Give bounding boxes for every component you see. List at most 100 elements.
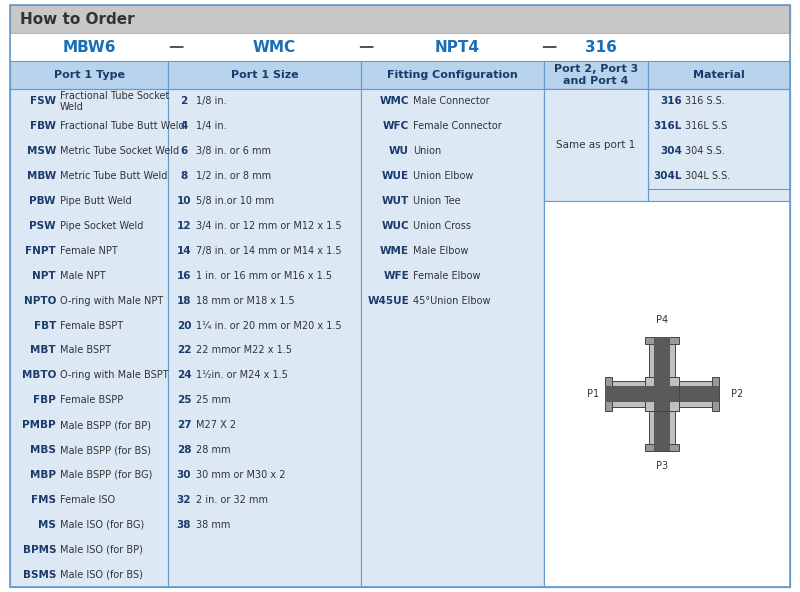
Text: PSW: PSW	[30, 221, 56, 231]
Text: Union Cross: Union Cross	[413, 221, 471, 231]
Text: 8: 8	[180, 171, 188, 181]
Text: BPMS: BPMS	[22, 545, 56, 555]
Bar	[10, 33, 790, 61]
Text: PBW: PBW	[30, 196, 56, 206]
Polygon shape	[679, 386, 719, 402]
Text: Female BSPT: Female BSPT	[60, 320, 123, 330]
Text: 2: 2	[180, 96, 188, 107]
Text: Female Elbow: Female Elbow	[413, 271, 481, 281]
Text: 1¹⁄₂in. or M24 x 1.5: 1¹⁄₂in. or M24 x 1.5	[196, 371, 288, 380]
Bar	[544, 89, 648, 587]
Bar	[361, 89, 544, 587]
Text: 1/8 in.: 1/8 in.	[196, 96, 226, 107]
Polygon shape	[654, 337, 670, 377]
Text: Metric Tube Butt Weld: Metric Tube Butt Weld	[60, 171, 167, 181]
Text: 25 mm: 25 mm	[196, 395, 230, 406]
Polygon shape	[645, 337, 679, 344]
Text: Fractional Tube Butt Weld: Fractional Tube Butt Weld	[60, 121, 185, 131]
Text: 38: 38	[177, 520, 191, 530]
Text: 30 mm or M30 x 2: 30 mm or M30 x 2	[196, 470, 286, 480]
Text: 22: 22	[177, 346, 191, 355]
Text: MBW: MBW	[26, 171, 56, 181]
Text: NPTO: NPTO	[24, 295, 56, 305]
Text: 304L S.S.: 304L S.S.	[685, 171, 730, 181]
Text: Male ISO (for BG): Male ISO (for BG)	[60, 520, 144, 530]
Text: 27: 27	[177, 420, 191, 430]
Text: 304 S.S.: 304 S.S.	[685, 146, 725, 156]
Text: Female BSPP: Female BSPP	[60, 395, 123, 406]
Text: Male Connector: Male Connector	[413, 96, 490, 107]
Text: 28: 28	[177, 445, 191, 455]
Text: Pipe Socket Weld: Pipe Socket Weld	[60, 221, 143, 231]
Text: —: —	[542, 40, 557, 54]
Text: How to Order: How to Order	[20, 11, 134, 27]
Text: WUT: WUT	[382, 196, 409, 206]
Text: Male NPT: Male NPT	[60, 271, 106, 281]
Text: 32: 32	[177, 495, 191, 505]
Polygon shape	[645, 377, 679, 411]
Text: FMS: FMS	[31, 495, 56, 505]
Text: Male BSPP (for BP): Male BSPP (for BP)	[60, 420, 151, 430]
Text: WMC: WMC	[253, 40, 296, 54]
Text: O-ring with Male NPT: O-ring with Male NPT	[60, 295, 163, 305]
Polygon shape	[679, 381, 712, 407]
Polygon shape	[645, 377, 679, 411]
Text: Male Elbow: Male Elbow	[413, 246, 468, 256]
Text: M27 X 2: M27 X 2	[196, 420, 236, 430]
Text: Same as port 1: Same as port 1	[556, 140, 636, 150]
Text: —: —	[358, 40, 374, 54]
Polygon shape	[649, 344, 675, 377]
Text: 18 mm or M18 x 1.5: 18 mm or M18 x 1.5	[196, 295, 294, 305]
Bar	[10, 61, 168, 89]
Text: MBTO: MBTO	[22, 371, 56, 380]
Text: Union Elbow: Union Elbow	[413, 171, 474, 181]
Text: 316 S.S.: 316 S.S.	[685, 96, 725, 107]
Polygon shape	[712, 377, 719, 411]
Bar	[648, 61, 790, 89]
Text: Male ISO (for BS): Male ISO (for BS)	[60, 570, 143, 580]
Text: 20: 20	[177, 320, 191, 330]
Bar	[648, 89, 790, 189]
Text: MBP: MBP	[30, 470, 56, 480]
Text: P4: P4	[656, 315, 668, 325]
Text: FBW: FBW	[30, 121, 56, 131]
Text: Male BSPT: Male BSPT	[60, 346, 111, 355]
Text: 22 mmor M22 x 1.5: 22 mmor M22 x 1.5	[196, 346, 292, 355]
Text: 12: 12	[177, 221, 191, 231]
Text: Union: Union	[413, 146, 442, 156]
Text: 1/2 in. or 8 mm: 1/2 in. or 8 mm	[196, 171, 271, 181]
Polygon shape	[645, 386, 679, 402]
Bar	[168, 89, 361, 587]
Text: 6: 6	[180, 146, 188, 156]
Text: 316L: 316L	[654, 121, 682, 131]
Text: 3/8 in. or 6 mm: 3/8 in. or 6 mm	[196, 146, 271, 156]
Text: BSMS: BSMS	[22, 570, 56, 580]
Text: 1 in. or 16 mm or M16 x 1.5: 1 in. or 16 mm or M16 x 1.5	[196, 271, 332, 281]
Text: MBS: MBS	[30, 445, 56, 455]
Text: 18: 18	[177, 295, 191, 305]
Bar	[361, 61, 544, 89]
Text: MBT: MBT	[30, 346, 56, 355]
Text: 2 in. or 32 mm: 2 in. or 32 mm	[196, 495, 268, 505]
Text: 45°Union Elbow: 45°Union Elbow	[413, 295, 490, 305]
Polygon shape	[605, 377, 612, 411]
Text: 38 mm: 38 mm	[196, 520, 230, 530]
Polygon shape	[654, 411, 670, 451]
Text: WMC: WMC	[379, 96, 409, 107]
Text: 10: 10	[177, 196, 191, 206]
Text: MBW6: MBW6	[62, 40, 116, 54]
Polygon shape	[654, 377, 670, 411]
Text: Male BSPP (for BS): Male BSPP (for BS)	[60, 445, 151, 455]
Text: Female NPT: Female NPT	[60, 246, 118, 256]
Text: 316L S.S: 316L S.S	[685, 121, 727, 131]
Text: FSW: FSW	[30, 96, 56, 107]
Text: 14: 14	[177, 246, 191, 256]
Polygon shape	[605, 386, 645, 402]
Text: 4: 4	[180, 121, 188, 131]
Text: FNPT: FNPT	[26, 246, 56, 256]
Bar	[544, 89, 648, 201]
Text: Port 2, Port 3
and Port 4: Port 2, Port 3 and Port 4	[554, 64, 638, 86]
Text: 16: 16	[177, 271, 191, 281]
Bar	[544, 201, 790, 587]
Bar	[544, 61, 648, 89]
